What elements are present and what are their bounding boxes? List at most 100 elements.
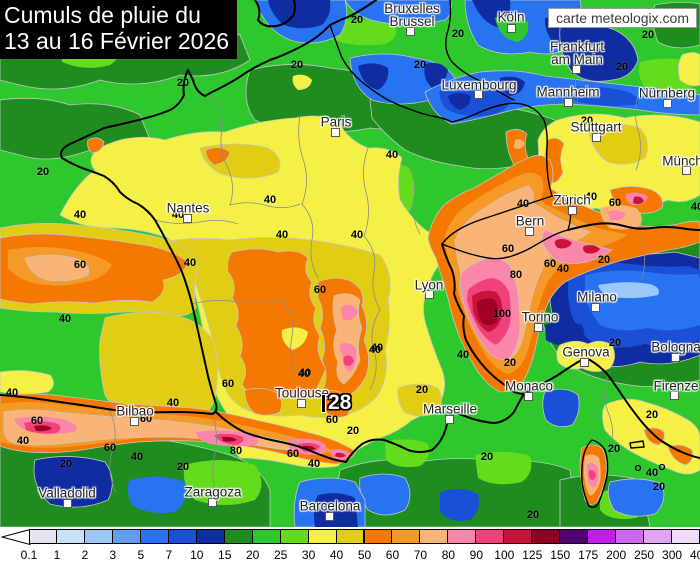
contour-value: 40 — [5, 387, 19, 399]
contour-value: 40 — [584, 191, 598, 203]
contour-value: 20 — [615, 61, 629, 73]
contour-value: 20 — [608, 337, 622, 349]
contour-value: 40 — [307, 458, 321, 470]
city-label: Valladolid — [38, 485, 96, 501]
contour-value: 60 — [73, 259, 87, 271]
city-marker[interactable] — [325, 512, 334, 521]
city-marker[interactable] — [445, 415, 454, 424]
contour-value: 60 — [103, 442, 117, 454]
scale-value: 30 — [301, 548, 316, 562]
scale-value: 10 — [190, 548, 204, 562]
scale-box — [111, 529, 141, 544]
scale-box — [279, 529, 309, 544]
precip-field-svg — [0, 0, 700, 527]
city-label: Nantes — [166, 200, 210, 216]
contour-value: 20 — [451, 28, 465, 40]
city-marker[interactable] — [591, 303, 600, 312]
scale-box — [531, 529, 561, 544]
text-cursor-icon — [322, 394, 325, 412]
contour-value: 60 — [221, 378, 235, 390]
contour-value: 20 — [413, 59, 427, 71]
city-marker[interactable] — [682, 166, 691, 175]
contour-value: 40 — [456, 349, 470, 361]
city-label: Zürich — [553, 192, 591, 208]
city-marker[interactable] — [670, 391, 679, 400]
contour-value: 60 — [543, 258, 557, 270]
city-marker[interactable] — [130, 417, 139, 426]
city-marker[interactable] — [208, 498, 217, 507]
city-marker[interactable] — [297, 399, 306, 408]
scale-box — [643, 529, 673, 544]
contour-value: 60 — [139, 413, 153, 425]
city-marker[interactable] — [507, 24, 516, 33]
contour-value: 40 — [516, 198, 530, 210]
city-marker[interactable] — [564, 98, 573, 107]
city-marker[interactable] — [663, 99, 672, 108]
city-label: Stuttgart — [570, 119, 622, 135]
scale-box — [83, 529, 113, 544]
city-marker[interactable] — [406, 27, 415, 36]
city-marker[interactable] — [534, 323, 543, 332]
scale-value: 7 — [165, 548, 173, 562]
city-label: Genova — [562, 344, 610, 360]
contour-value: 20 — [290, 59, 304, 71]
contour-value: 20 — [176, 77, 190, 89]
contour-value: 20 — [59, 458, 73, 470]
city-label: Monaco — [504, 378, 554, 394]
city-marker[interactable] — [183, 214, 192, 223]
scale-box — [195, 529, 225, 544]
city-label: Paris — [320, 114, 352, 130]
contour-value: 20 — [526, 509, 540, 521]
city-marker[interactable] — [63, 499, 72, 508]
city-marker[interactable] — [580, 358, 589, 367]
contour-value: 40 — [73, 209, 87, 221]
scale-box — [391, 529, 421, 544]
contour-value: 20 — [503, 357, 517, 369]
contour-value: 80 — [509, 269, 523, 281]
city-label: Bern — [515, 213, 545, 229]
contour-value: 40 — [645, 467, 659, 479]
city-label: Firenze — [653, 378, 699, 394]
city-marker[interactable] — [525, 227, 534, 236]
contour-value: 20 — [480, 451, 494, 463]
city-label: Barcelona — [299, 498, 361, 514]
scale-box — [615, 529, 645, 544]
city-label: Marseille — [422, 401, 478, 417]
city-marker[interactable] — [425, 290, 434, 299]
scale-box — [587, 529, 617, 544]
contour-value: 60 — [608, 197, 622, 209]
contour-value: 20 — [580, 115, 594, 127]
city-marker[interactable] — [524, 392, 533, 401]
city-marker[interactable] — [568, 206, 577, 215]
contour-value: 40 — [690, 201, 700, 213]
scale-box — [139, 529, 169, 544]
watermark-label: carte meteologix.com — [547, 8, 697, 28]
cursor-value: 28 — [328, 391, 352, 414]
contour-value: 40 — [183, 257, 197, 269]
title-line-2: 13 au 16 Février 2026 — [4, 28, 230, 54]
city-marker[interactable] — [474, 90, 483, 99]
contour-value: 40 — [385, 149, 399, 161]
city-marker[interactable] — [331, 128, 340, 137]
cursor-value-readout: 28 — [322, 391, 351, 415]
city-marker[interactable] — [671, 353, 680, 362]
contour-value: 60 — [325, 414, 339, 426]
scale-box — [307, 529, 337, 544]
scale-value: 70 — [413, 548, 428, 562]
contour-value: 60 — [30, 415, 44, 427]
scale-box — [251, 529, 281, 544]
scale-value: 100 — [494, 548, 515, 562]
scale-value: 125 — [522, 548, 543, 562]
contour-value: 80 — [229, 445, 243, 457]
city-label: Bilbao — [116, 403, 154, 419]
contour-value: 40 — [263, 194, 277, 206]
city-marker[interactable] — [592, 133, 601, 142]
city-marker[interactable] — [572, 65, 581, 74]
contour-value: 40 — [171, 209, 185, 221]
scale-value: 300 — [662, 548, 683, 562]
map-canvas[interactable]: 20 20 20 20 20 20 20 20 20 40 40 40 40 40 40 60 40 40 40 40… — [0, 0, 700, 527]
scale-value: 50 — [357, 548, 372, 562]
scale-box — [167, 529, 197, 544]
scale-box — [363, 529, 393, 544]
contour-value: 40 — [58, 313, 72, 325]
